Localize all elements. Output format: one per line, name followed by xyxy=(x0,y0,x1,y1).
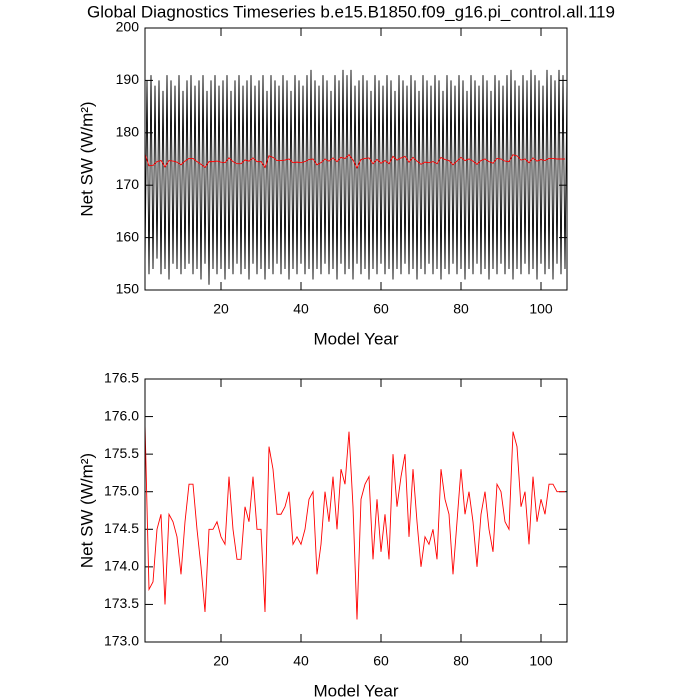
y-axis-label: Net SW (W/m²) xyxy=(77,101,96,216)
y-tick-label: 160 xyxy=(116,228,140,244)
y-tick-label: 174.0 xyxy=(104,558,139,574)
y-tick-label: 175.5 xyxy=(104,445,139,461)
y-tick-label: 175.0 xyxy=(104,482,139,498)
x-tick-label: 20 xyxy=(213,301,229,317)
series-line xyxy=(144,154,565,169)
y-tick-label: 176.0 xyxy=(104,407,139,423)
x-tick-label: 80 xyxy=(453,301,469,317)
x-axis-label: Model Year xyxy=(313,329,398,348)
chart-title: Global Diagnostics Timeseries b.e15.B185… xyxy=(87,2,615,21)
x-tick-label: 60 xyxy=(373,301,389,317)
x-tick-label: 80 xyxy=(453,653,469,669)
y-tick-label: 170 xyxy=(116,176,140,192)
x-tick-label: 60 xyxy=(373,653,389,669)
x-tick-label: 20 xyxy=(213,653,229,669)
y-tick-label: 180 xyxy=(116,124,140,140)
series-line xyxy=(144,69,568,285)
x-tick-label: 40 xyxy=(293,653,309,669)
y-tick-label: 173.0 xyxy=(104,633,139,649)
y-tick-label: 173.5 xyxy=(104,595,139,611)
x-tick-label: 100 xyxy=(529,301,553,317)
y-tick-label: 190 xyxy=(116,71,140,87)
plot-frame xyxy=(144,27,568,291)
x-axis-label: Model Year xyxy=(313,681,398,700)
plot-frame xyxy=(144,378,568,643)
series-line xyxy=(144,424,565,620)
y-tick-label: 174.5 xyxy=(104,520,139,536)
y-tick-label: 200 xyxy=(116,19,140,35)
y-axis-label: Net SW (W/m²) xyxy=(77,453,96,568)
y-tick-label: 176.5 xyxy=(104,370,139,386)
x-tick-label: 100 xyxy=(529,653,553,669)
x-tick-label: 40 xyxy=(293,301,309,317)
y-tick-label: 150 xyxy=(116,281,140,297)
